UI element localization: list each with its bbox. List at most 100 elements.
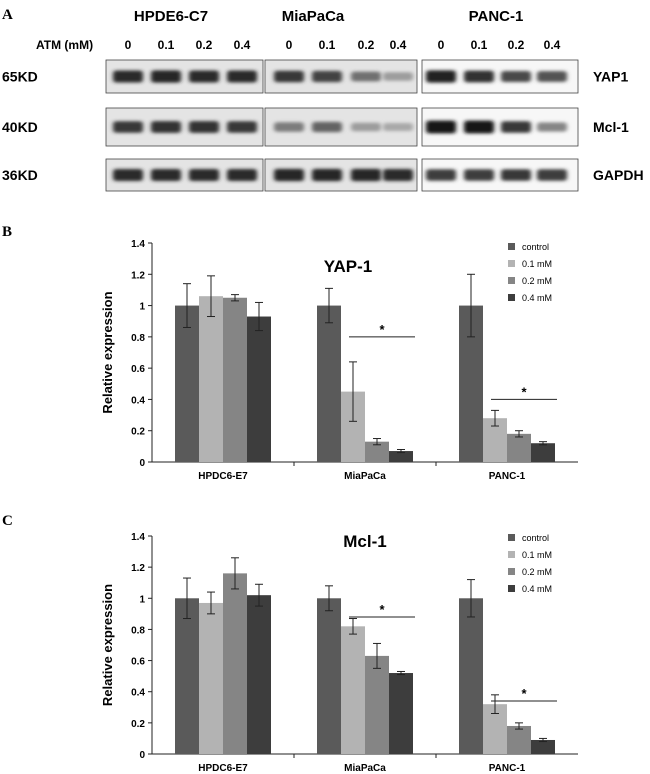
- y-tick-label: 0: [139, 458, 145, 469]
- protein-band: [464, 120, 494, 134]
- dose-value: 0.4: [390, 38, 407, 52]
- y-tick-label: 0.6: [131, 364, 145, 375]
- panel-label-b: B: [2, 224, 12, 240]
- protein-band: [312, 168, 342, 182]
- legend-label: 0.4 mM: [522, 293, 552, 303]
- western-blot-panel: A HPDE6-C7 MiaPaCa PANC-1 ATM (mM) 0 0.1 0.2 0.…: [2, 7, 644, 192]
- protein-band: [113, 121, 143, 133]
- bar: [175, 598, 199, 754]
- protein-band: [383, 122, 413, 132]
- dose-value: 0: [438, 38, 445, 52]
- protein-band: [537, 169, 567, 181]
- legend-label: 0.1 mM: [522, 550, 552, 560]
- category-label: MiaPaCa: [344, 471, 386, 482]
- bar: [199, 296, 223, 462]
- y-tick-label: 0.6: [131, 657, 145, 668]
- dose-value: 0.4: [544, 38, 561, 52]
- significance-asterisk: *: [379, 602, 385, 617]
- protein-band: [113, 169, 143, 181]
- y-tick-label: 0.8: [131, 625, 145, 636]
- protein-band: [464, 169, 494, 181]
- protein-band: [537, 122, 567, 132]
- protein-band: [351, 71, 381, 82]
- protein-band: [426, 120, 456, 134]
- y-tick-label: 1.2: [131, 270, 145, 281]
- dose-value: 0.2: [196, 38, 213, 52]
- bar: [223, 297, 247, 462]
- dose-value: 0: [125, 38, 132, 52]
- y-tick-label: 0.2: [131, 427, 145, 438]
- molecular-weight-label: 65KD: [2, 69, 38, 85]
- protein-band: [274, 70, 304, 83]
- significance-asterisk: *: [521, 686, 527, 701]
- bar: [341, 626, 365, 754]
- cell-line-header: HPDE6-C7: [134, 8, 208, 25]
- molecular-weight-label: 36KD: [2, 167, 38, 183]
- cell-line-header: MiaPaCa: [282, 8, 345, 25]
- bar: [389, 673, 413, 754]
- category-label: PANC-1: [489, 763, 526, 774]
- bar: [531, 443, 555, 462]
- protein-band: [274, 122, 304, 132]
- y-tick-label: 1: [139, 302, 145, 313]
- legend-swatch: [508, 277, 515, 284]
- bar: [317, 305, 341, 462]
- chart-panel-c: C 0 0.2 0.4 0.6 0.8 1 1.2 1.4 Relative expressio…: [2, 513, 578, 774]
- bar: [175, 305, 199, 462]
- protein-band: [426, 169, 456, 181]
- panel-label-c: C: [2, 513, 13, 529]
- significance-asterisk: *: [521, 384, 527, 399]
- protein-band: [351, 168, 381, 182]
- bar: [531, 739, 555, 754]
- legend-swatch: [508, 568, 515, 575]
- legend-label: 0.2 mM: [522, 567, 552, 577]
- mcl1-bar-chart: 0 0.2 0.4 0.6 0.8 1 1.2 1.4 Relative expression M…: [100, 532, 578, 774]
- yap1-bar-chart: 0 0.2 0.4 0.6 0.8 1 1.2 1.4 Relative expression Y…: [100, 239, 578, 482]
- bar: [317, 598, 341, 754]
- legend-label: 0.1 mM: [522, 259, 552, 269]
- protein-band: [464, 70, 494, 83]
- bar: [507, 725, 531, 754]
- legend-label: 0.2 mM: [522, 276, 552, 286]
- y-axis-label: Relative expression: [100, 291, 115, 413]
- protein-label: Mcl-1: [593, 119, 629, 135]
- significance-asterisk: *: [379, 322, 385, 337]
- y-tick-label: 0.4: [131, 688, 145, 699]
- protein-band: [501, 169, 531, 181]
- dose-value: 0.1: [471, 38, 488, 52]
- panel-label-a: A: [2, 7, 13, 23]
- dose-value: 0.2: [508, 38, 525, 52]
- dose-value: 0.1: [319, 38, 336, 52]
- dose-value: 0.1: [158, 38, 175, 52]
- chart-panel-b: B 0 0.2 0.4 0.6 0.8 1 1.2 1.4 Relative expressio…: [2, 224, 578, 482]
- bar: [223, 573, 247, 754]
- legend-label: 0.4 mM: [522, 584, 552, 594]
- category-label: HPDC6-E7: [198, 471, 248, 482]
- molecular-weight-label: 40KD: [2, 119, 38, 135]
- bar: [459, 598, 483, 754]
- y-tick-label: 1.2: [131, 563, 145, 574]
- protein-band: [383, 72, 413, 81]
- y-tick-label: 0.2: [131, 719, 145, 730]
- protein-band: [383, 169, 413, 181]
- protein-band: [501, 70, 531, 83]
- y-tick-label: 1.4: [131, 532, 145, 543]
- cell-line-header: PANC-1: [469, 8, 524, 25]
- bar: [389, 451, 413, 462]
- y-tick-label: 1.4: [131, 239, 145, 250]
- dose-value: 0: [286, 38, 293, 52]
- legend-swatch: [508, 294, 515, 301]
- dose-value: 0.2: [358, 38, 375, 52]
- y-tick-label: 1: [139, 594, 145, 605]
- legend-swatch: [508, 551, 515, 558]
- chart-title: Mcl-1: [343, 532, 386, 551]
- legend-swatch: [508, 243, 515, 250]
- protein-band: [227, 169, 257, 181]
- protein-band: [501, 121, 531, 133]
- y-tick-label: 0: [139, 750, 145, 761]
- category-label: HPDC6-E7: [198, 763, 248, 774]
- protein-band: [151, 169, 181, 181]
- protein-band: [189, 121, 219, 133]
- legend-swatch: [508, 585, 515, 592]
